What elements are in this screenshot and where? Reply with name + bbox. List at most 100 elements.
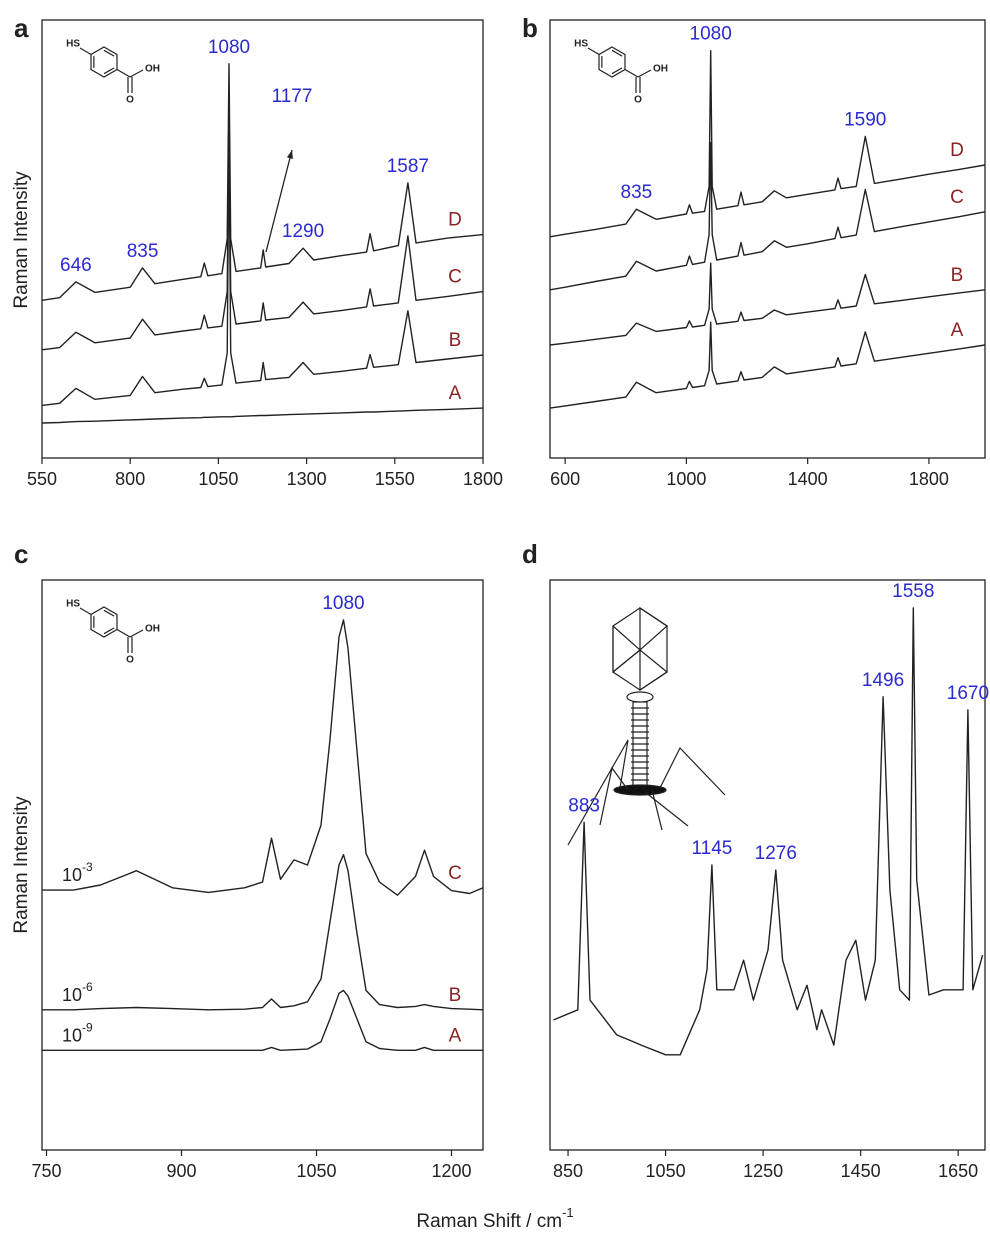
peak-label: 1177 (272, 86, 313, 107)
x-tick-label: 900 (166, 1161, 196, 1181)
x-tick-label: 1200 (431, 1161, 471, 1181)
x-tick-label: 1300 (287, 469, 327, 489)
panel-label: c (14, 539, 28, 569)
concentration-base: 10 (62, 1025, 82, 1045)
panel-label: b (522, 13, 538, 43)
spectrum-line (42, 989, 483, 1051)
concentration-exponent: -9 (82, 1020, 93, 1034)
x-axis-label-text: Raman Shift / cm (416, 1211, 562, 1232)
atom-label: O (634, 95, 642, 106)
x-tick-label: 1450 (841, 1161, 881, 1181)
x-tick-label: 750 (31, 1161, 61, 1181)
peak-label: 1496 (862, 670, 904, 691)
bond (637, 69, 652, 78)
spectrum-line (41, 63, 484, 301)
plot-frame (549, 19, 986, 459)
peak-label: 1145 (691, 838, 732, 859)
x-tick-label: 800 (115, 469, 145, 489)
spectrum-line (553, 607, 984, 1056)
x-tick-label: 1050 (198, 469, 238, 489)
concentration-base: 10 (62, 865, 82, 885)
series-label: C (448, 863, 462, 884)
molecule (79, 606, 144, 653)
arrow-head (286, 150, 293, 159)
x-tick-label: 550 (27, 469, 57, 489)
peak-label: 1587 (387, 156, 429, 177)
concentration-label: 10-6 (62, 980, 93, 1005)
bond (79, 47, 92, 56)
concentration-label: 10-3 (62, 860, 93, 885)
bond (129, 629, 144, 638)
phage-icon (567, 606, 726, 846)
bond (116, 68, 131, 78)
peak-label: 1670 (947, 683, 989, 704)
molecule (79, 46, 144, 93)
atom-label: HS (574, 39, 588, 50)
double-bond (103, 67, 115, 75)
benzene-ring (90, 46, 118, 78)
x-tick-label: 600 (550, 469, 580, 489)
annotation-arrow (265, 149, 293, 253)
series-label: B (449, 330, 462, 351)
spectrum-line (549, 321, 986, 409)
x-tick-label: 1000 (666, 469, 706, 489)
atom-label: HS (66, 599, 80, 610)
double-bond (611, 49, 623, 57)
bond (587, 47, 600, 56)
peak-label: 835 (621, 182, 653, 203)
double-bond (611, 67, 623, 75)
x-axis-label: Raman Shift / cm-1 (416, 1205, 573, 1232)
bond (79, 607, 92, 616)
x-tick-label: 1650 (938, 1161, 978, 1181)
peak-label: 1290 (282, 221, 324, 242)
atom-label: HS (66, 39, 80, 50)
y-axis-label: Raman Intensity (11, 171, 32, 309)
peak-label: 835 (127, 241, 159, 262)
plot-frame (41, 579, 484, 1151)
molecule (587, 46, 652, 93)
x-axis-label-superscript: -1 (562, 1205, 574, 1220)
peak-label: 1590 (844, 110, 886, 131)
bond (624, 68, 639, 78)
concentration-exponent: -6 (82, 980, 93, 994)
panel-label: d (522, 539, 538, 569)
peak-label: 1558 (892, 581, 934, 602)
series-label: D (950, 140, 964, 161)
spectrum-line (41, 141, 484, 407)
x-tick-label: 850 (553, 1161, 583, 1181)
spectrum-line (549, 262, 986, 346)
series-label: B (449, 985, 462, 1006)
peak-label: 883 (568, 795, 600, 816)
double-bond (103, 49, 115, 57)
series-label: A (449, 1025, 462, 1046)
atom-label: O (126, 95, 134, 106)
x-tick-label: 1800 (463, 469, 503, 489)
x-tick-label: 1550 (375, 469, 415, 489)
x-tick-label: 1050 (296, 1161, 336, 1181)
peak-label: 1080 (208, 37, 250, 58)
bond (129, 69, 144, 78)
spectrum-line (549, 50, 986, 238)
benzene-ring (90, 606, 118, 638)
series-label: B (951, 265, 964, 286)
series-label: A (449, 383, 462, 404)
double-bond (103, 609, 115, 617)
spectrum-line (41, 98, 484, 351)
benzene-ring (598, 46, 626, 78)
plot-frame (549, 579, 986, 1151)
plot-frame (41, 19, 484, 459)
concentration-exponent: -3 (82, 860, 93, 874)
spectrum-line (549, 141, 986, 291)
atom-label: OH (145, 64, 160, 75)
spectrum-line (42, 854, 484, 1011)
spectrum-line (41, 407, 484, 424)
series-label: C (448, 267, 462, 288)
x-tick-label: 1400 (788, 469, 828, 489)
concentration-base: 10 (62, 985, 82, 1005)
panel-label: a (14, 13, 29, 43)
concentration-label: 10-9 (62, 1020, 93, 1045)
x-tick-label: 1250 (743, 1161, 783, 1181)
double-bond (103, 627, 115, 635)
y-axis-label: Raman Intensity (11, 796, 32, 934)
